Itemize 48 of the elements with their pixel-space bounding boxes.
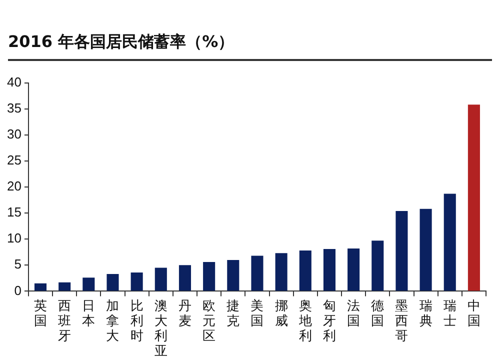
y-tick-label: 5 (14, 256, 22, 272)
bar (299, 250, 312, 291)
x-tick-label: 捷克 (226, 299, 240, 329)
x-tick-label: 墨西哥 (395, 299, 408, 344)
y-tick-label: 0 (14, 282, 22, 298)
y-tick-label: 35 (6, 100, 22, 116)
y-tick-label: 40 (6, 74, 22, 90)
x-tick-label: 欧元区 (202, 299, 216, 344)
bar (58, 282, 71, 291)
y-tick-label: 25 (6, 152, 22, 168)
x-tick-label: 加拿大 (106, 299, 120, 344)
bar (130, 272, 143, 291)
bar (251, 256, 264, 291)
x-tick-label: 英国 (34, 299, 47, 329)
x-tick-label: 西班牙 (58, 299, 72, 344)
y-tick-label: 15 (6, 204, 22, 220)
x-tick-label: 奥地利 (298, 299, 312, 344)
y-tick-label: 10 (6, 230, 22, 246)
bar (178, 265, 192, 291)
x-tick-label: 瑞士 (443, 299, 456, 329)
x-tick-label: 澳大利亚 (154, 299, 168, 359)
bar (372, 240, 384, 291)
bar (154, 268, 167, 291)
bar (468, 104, 480, 291)
x-tick-label: 中国 (467, 299, 480, 329)
chart-title: 2016 年各国居民储蓄率（%） (8, 32, 492, 61)
bar (275, 253, 288, 291)
bar (203, 262, 216, 291)
x-tick-label: 挪威 (274, 299, 288, 329)
y-tick-label: 20 (6, 178, 22, 194)
bar (34, 283, 47, 291)
x-tick-label: 匈牙利 (322, 299, 336, 344)
bar (82, 278, 95, 291)
bar (227, 260, 240, 291)
bar (348, 248, 360, 291)
x-tick-label: 比利时 (130, 299, 144, 344)
x-tick-label: 法国 (347, 299, 360, 329)
x-tick-label: 瑞典 (419, 299, 432, 329)
x-tick-label: 丹麦 (178, 299, 192, 329)
bar (444, 194, 456, 291)
bar (106, 274, 119, 291)
x-tick-label: 德国 (371, 299, 384, 329)
y-tick-label: 30 (6, 126, 22, 142)
bar (420, 208, 432, 291)
bar (396, 210, 408, 291)
bar (323, 249, 336, 291)
x-tick-label: 日本 (82, 299, 96, 329)
x-tick-label: 美国 (250, 298, 264, 329)
